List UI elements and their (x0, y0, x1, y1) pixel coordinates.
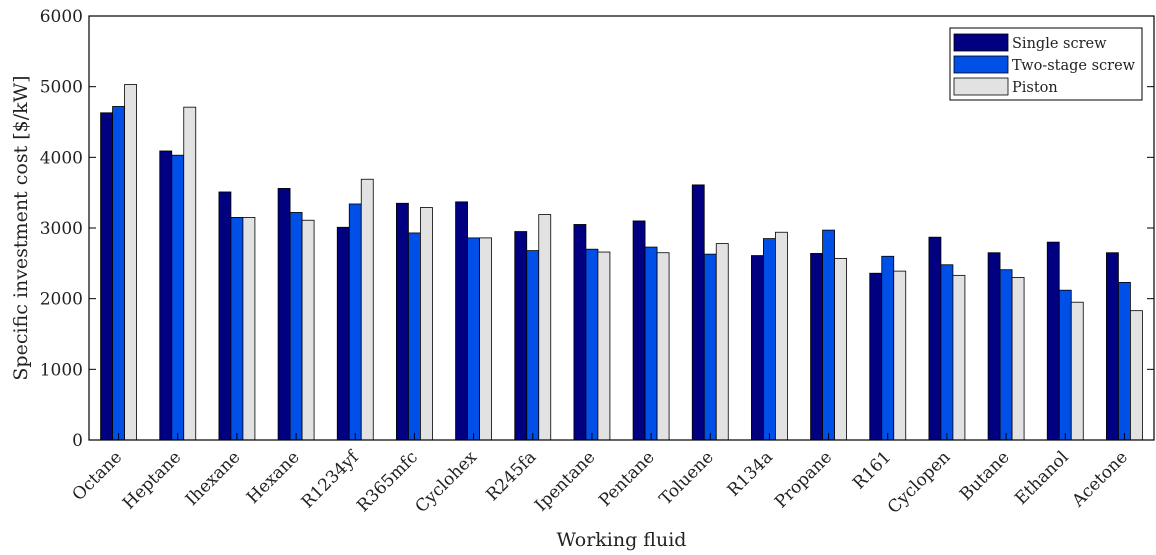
bar-toluene-two-stage-screw (703, 253, 717, 441)
y-axis: 0 1000 2000 3000 4000 5000 6000 (40, 7, 1154, 451)
bar-pentane-two-stage-screw (644, 246, 658, 441)
bar-ethanol-two-stage-screw (1058, 289, 1072, 441)
bar-r245fa-piston (538, 214, 552, 441)
x-tick-label-ipentane: Ipentane (531, 447, 599, 515)
bar-hexane-two-stage-screw (289, 212, 303, 441)
x-tick-label-pentane: Pentane (595, 447, 658, 510)
bar-hexane-single-screw (277, 188, 291, 441)
bar-acetone-single-screw (1106, 252, 1119, 441)
bar-cyclopen-two-stage-screw (940, 264, 954, 441)
bars-group (100, 84, 1143, 441)
bar-r134a-piston (775, 231, 788, 441)
bar-ihexane-two-stage-screw (230, 216, 244, 441)
x-tick-label-cyclohex: Cyclohex (412, 447, 482, 517)
x-axis: OctaneHeptaneIhexaneHexaneR1234yfR365mfc… (69, 433, 1132, 518)
y-tick-label: 0 (72, 431, 83, 451)
bar-r365mfc-piston (420, 207, 433, 441)
bar-r134a-single-screw (751, 255, 764, 441)
x-tick-label-heptane: Heptane (119, 447, 185, 513)
bar-cyclopen-piston (952, 274, 966, 441)
bar-ipentane-piston (597, 251, 611, 441)
bar-propane-single-screw (810, 253, 823, 441)
bar-cyclohex-single-screw (455, 201, 468, 441)
bar-r161-piston (893, 270, 907, 441)
legend: Single screw Two-stage screw Piston (949, 27, 1143, 101)
bar-cyclopen-single-screw (928, 236, 942, 441)
legend-label: Piston (1012, 80, 1058, 96)
y-tick-label: 5000 (40, 78, 83, 98)
x-axis-label: Working fluid (557, 529, 687, 551)
legend-swatch (953, 55, 1009, 74)
legend-label: Two-stage screw (1012, 58, 1136, 74)
bar-r245fa-single-screw (514, 231, 528, 441)
bar-propane-piston (834, 257, 847, 441)
plot-frame (88, 15, 1155, 441)
x-tick-label-r134a: R134a (724, 447, 777, 500)
bar-heptane-two-stage-screw (171, 154, 185, 441)
bar-acetone-piston (1130, 310, 1143, 441)
y-tick-label: 1000 (40, 360, 83, 380)
x-tick-label-ethanol: Ethanol (1011, 447, 1072, 508)
bar-octane-single-screw (100, 112, 113, 441)
x-tick-label-toluene: Toluene (656, 447, 718, 509)
bar-ethanol-piston (1070, 301, 1084, 441)
bar-butane-piston (1011, 277, 1025, 441)
bar-heptane-single-screw (159, 150, 173, 441)
bar-butane-two-stage-screw (999, 269, 1013, 441)
x-tick-label-acetone: Acetone (1068, 447, 1132, 511)
legend-swatch (953, 77, 1009, 96)
bar-ihexane-piston (242, 216, 256, 441)
x-tick-label-ihexane: Ihexane (182, 447, 245, 510)
bar-cyclohex-two-stage-screw (467, 237, 480, 441)
bar-toluene-piston (715, 243, 729, 441)
y-axis-label: Specific investment cost [$/kW] (10, 75, 32, 380)
x-tick-label-cyclopen: Cyclopen (884, 447, 955, 518)
bar-r365mfc-single-screw (396, 202, 409, 441)
bar-hexane-piston (301, 219, 315, 441)
legend-label: Single screw (1012, 36, 1107, 52)
x-tick-label-butane: Butane (956, 447, 1014, 505)
bar-propane-two-stage-screw (822, 229, 835, 441)
bar-pentane-piston (656, 252, 670, 441)
y-tick-label: 2000 (40, 290, 83, 310)
bar-toluene-single-screw (691, 184, 705, 441)
x-tick-label-propane: Propane (771, 447, 836, 512)
bar-octane-piston (124, 84, 137, 441)
bar-ipentane-two-stage-screw (585, 248, 599, 441)
x-tick-label-r161: R161 (849, 447, 895, 493)
bar-acetone-two-stage-screw (1118, 282, 1131, 441)
y-tick-label: 6000 (40, 7, 83, 27)
bar-r161-single-screw (869, 272, 883, 441)
bar-ipentane-single-screw (573, 224, 587, 441)
y-tick-label: 3000 (40, 219, 83, 239)
bar-ethanol-single-screw (1046, 241, 1060, 441)
bar-r1234yf-two-stage-screw (348, 203, 362, 441)
bar-r365mfc-two-stage-screw (408, 232, 421, 441)
bar-cyclohex-piston (479, 237, 492, 441)
x-tick-label-hexane: Hexane (243, 447, 304, 508)
y-tick-label: 4000 (40, 148, 83, 168)
x-tick-label-r245fa: R245fa (483, 447, 541, 505)
bar-octane-two-stage-screw (112, 106, 125, 441)
bar-r134a-two-stage-screw (763, 238, 776, 441)
bar-r1234yf-piston (360, 178, 374, 441)
legend-swatch (953, 33, 1009, 52)
bar-r245fa-two-stage-screw (526, 250, 540, 441)
bar-butane-single-screw (987, 252, 1001, 441)
bar-r1234yf-single-screw (336, 226, 350, 441)
x-tick-label-octane: Octane (69, 447, 127, 505)
bar-ihexane-single-screw (218, 191, 232, 441)
bar-heptane-piston (183, 106, 197, 441)
bar-r161-two-stage-screw (881, 255, 895, 441)
bar-pentane-single-screw (632, 220, 646, 441)
x-tick-label-r365mfc: R365mfc (353, 447, 422, 516)
